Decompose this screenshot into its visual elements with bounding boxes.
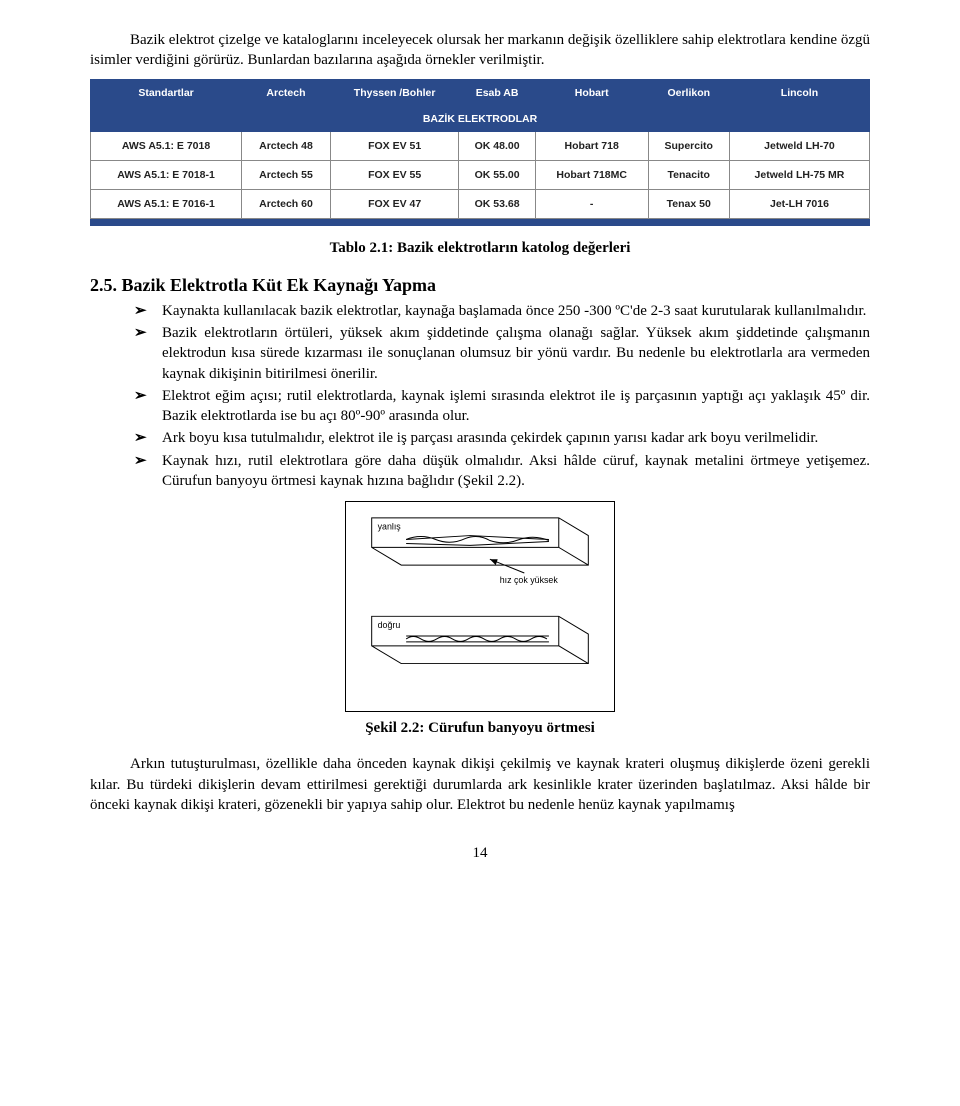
table-separator-row [91,219,870,226]
th-thyssen: Thyssen /Bohler [330,79,458,106]
page-number: 14 [90,843,870,863]
cell: OK 53.68 [459,190,535,219]
figure-2-2: yanlış hız çok yüksek doğru [345,501,615,712]
cell: Arctech 48 [242,131,331,160]
label-yanlis: yanlış [378,522,402,532]
cell: FOX EV 55 [330,161,458,190]
list-item: Elektrot eğim açısı; rutil elektrotlarda… [134,386,870,427]
table-header-row: Standartlar Arctech Thyssen /Bohler Esab… [91,79,870,106]
cell: AWS A5.1: E 7018 [91,131,242,160]
cell: Arctech 55 [242,161,331,190]
list-item: Bazik elektrotların örtüleri, yüksek akı… [134,323,870,384]
cell: Jet-LH 7016 [729,190,869,219]
th-hobart: Hobart [535,79,648,106]
th-oerlikon: Oerlikon [648,79,729,106]
cell: - [535,190,648,219]
cell: OK 48.00 [459,131,535,160]
th-arctech: Arctech [242,79,331,106]
list-item: Ark boyu kısa tutulmalıdır, elektrot ile… [134,428,870,448]
cell: Jetweld LH-70 [729,131,869,160]
cell: FOX EV 51 [330,131,458,160]
table-row: AWS A5.1: E 7016-1 Arctech 60 FOX EV 47 … [91,190,870,219]
th-lincoln: Lincoln [729,79,869,106]
figure-caption: Şekil 2.2: Cürufun banyoyu örtmesi [90,718,870,738]
table-row: AWS A5.1: E 7018-1 Arctech 55 FOX EV 55 … [91,161,870,190]
th-standartlar: Standartlar [91,79,242,106]
cell: Arctech 60 [242,190,331,219]
table-row: AWS A5.1: E 7018 Arctech 48 FOX EV 51 OK… [91,131,870,160]
weld-diagram-icon: yanlış hız çok yüksek doğru [352,508,608,705]
cell: Tenacito [648,161,729,190]
cell: OK 55.00 [459,161,535,190]
electrodes-table: Standartlar Arctech Thyssen /Bohler Esab… [90,79,870,227]
cell: Jetweld LH-75 MR [729,161,869,190]
label-dogru: doğru [378,620,401,630]
cell: AWS A5.1: E 7016-1 [91,190,242,219]
cell: Hobart 718 [535,131,648,160]
section-title: 2.5. Bazik Elektrotla Küt Ek Kaynağı Yap… [90,273,870,297]
th-esab: Esab AB [459,79,535,106]
bullet-list: Kaynakta kullanılacak bazik elektrotlar,… [90,301,870,491]
list-item: Kaynakta kullanılacak bazik elektrotlar,… [134,301,870,321]
cell: FOX EV 47 [330,190,458,219]
table-caption: Tablo 2.1: Bazik elektrotların katolog d… [90,238,870,258]
cell: AWS A5.1: E 7018-1 [91,161,242,190]
cell: Supercito [648,131,729,160]
cell: Hobart 718MC [535,161,648,190]
list-item: Kaynak hızı, rutil elektrotlara göre dah… [134,451,870,492]
closing-paragraph: Arkın tutuşturulması, özellikle daha önc… [90,754,870,815]
cell: Tenax 50 [648,190,729,219]
section-header: BAZİK ELEKTRODLAR [91,106,870,131]
label-hiz: hız çok yüksek [500,575,559,585]
intro-paragraph: Bazik elektrot çizelge ve kataloglarını … [90,30,870,71]
